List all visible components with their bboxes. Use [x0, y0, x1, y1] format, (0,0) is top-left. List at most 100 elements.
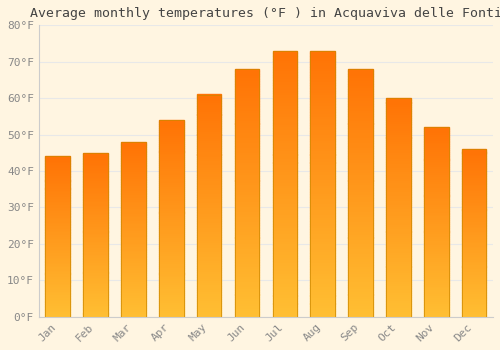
Bar [159, 193, 184, 195]
Bar [84, 284, 108, 286]
Bar [121, 215, 146, 217]
Bar [84, 168, 108, 169]
Bar [310, 269, 335, 272]
Bar [348, 89, 373, 91]
Bar [159, 313, 184, 315]
Bar [234, 84, 260, 86]
Bar [121, 164, 146, 166]
Bar [159, 149, 184, 152]
Bar [272, 280, 297, 282]
Bar [234, 181, 260, 183]
Bar [424, 190, 448, 192]
Bar [46, 250, 70, 251]
Bar [310, 61, 335, 64]
Bar [121, 173, 146, 175]
Bar [121, 294, 146, 296]
Bar [121, 241, 146, 243]
Bar [348, 146, 373, 148]
Bar [121, 252, 146, 254]
Bar [386, 146, 410, 148]
Bar [121, 194, 146, 196]
Bar [348, 240, 373, 243]
Bar [462, 313, 486, 315]
Bar [234, 312, 260, 314]
Bar [310, 200, 335, 202]
Bar [46, 212, 70, 214]
Bar [234, 151, 260, 153]
Bar [121, 172, 146, 173]
Bar [386, 251, 410, 253]
Bar [234, 186, 260, 188]
Bar [159, 266, 184, 268]
Bar [348, 225, 373, 228]
Bar [272, 258, 297, 261]
Bar [310, 136, 335, 139]
Bar [234, 86, 260, 89]
Bar [46, 225, 70, 227]
Bar [197, 315, 222, 317]
Bar [84, 184, 108, 186]
Bar [424, 248, 448, 251]
Bar [348, 270, 373, 272]
Bar [272, 101, 297, 104]
Bar [310, 253, 335, 255]
Bar [159, 260, 184, 262]
Bar [84, 290, 108, 292]
Bar [386, 179, 410, 181]
Bar [46, 168, 70, 169]
Bar [424, 252, 448, 254]
Bar [386, 299, 410, 301]
Bar [310, 139, 335, 141]
Bar [424, 256, 448, 258]
Bar [386, 150, 410, 153]
Bar [197, 274, 222, 277]
Bar [310, 226, 335, 229]
Bar [84, 200, 108, 202]
Bar [424, 290, 448, 292]
Bar [121, 268, 146, 270]
Bar [84, 173, 108, 174]
Bar [272, 107, 297, 109]
Bar [310, 287, 335, 290]
Bar [386, 188, 410, 190]
Bar [348, 252, 373, 255]
Bar [348, 289, 373, 292]
Bar [462, 250, 486, 251]
Bar [272, 77, 297, 80]
Bar [121, 182, 146, 184]
Bar [197, 197, 222, 199]
Bar [272, 229, 297, 232]
Bar [46, 164, 70, 166]
Bar [234, 252, 260, 255]
Bar [462, 255, 486, 257]
Bar [234, 270, 260, 272]
Bar [84, 267, 108, 269]
Bar [121, 154, 146, 156]
Bar [84, 156, 108, 158]
Bar [310, 154, 335, 157]
Bar [272, 218, 297, 221]
Bar [121, 243, 146, 245]
Bar [159, 246, 184, 248]
Bar [272, 178, 297, 181]
Bar [121, 303, 146, 304]
Bar [159, 291, 184, 293]
Bar [121, 226, 146, 228]
Bar [424, 307, 448, 309]
Bar [234, 267, 260, 270]
Bar [84, 314, 108, 315]
Bar [159, 165, 184, 167]
Bar [386, 278, 410, 280]
Bar [197, 172, 222, 175]
Bar [159, 128, 184, 130]
Bar [424, 196, 448, 197]
Bar [310, 232, 335, 235]
Bar [272, 287, 297, 290]
Bar [424, 152, 448, 154]
Bar [310, 85, 335, 88]
Bar [159, 254, 184, 256]
Bar [462, 173, 486, 174]
Bar [348, 203, 373, 205]
Bar [386, 98, 410, 317]
Bar [272, 133, 297, 136]
